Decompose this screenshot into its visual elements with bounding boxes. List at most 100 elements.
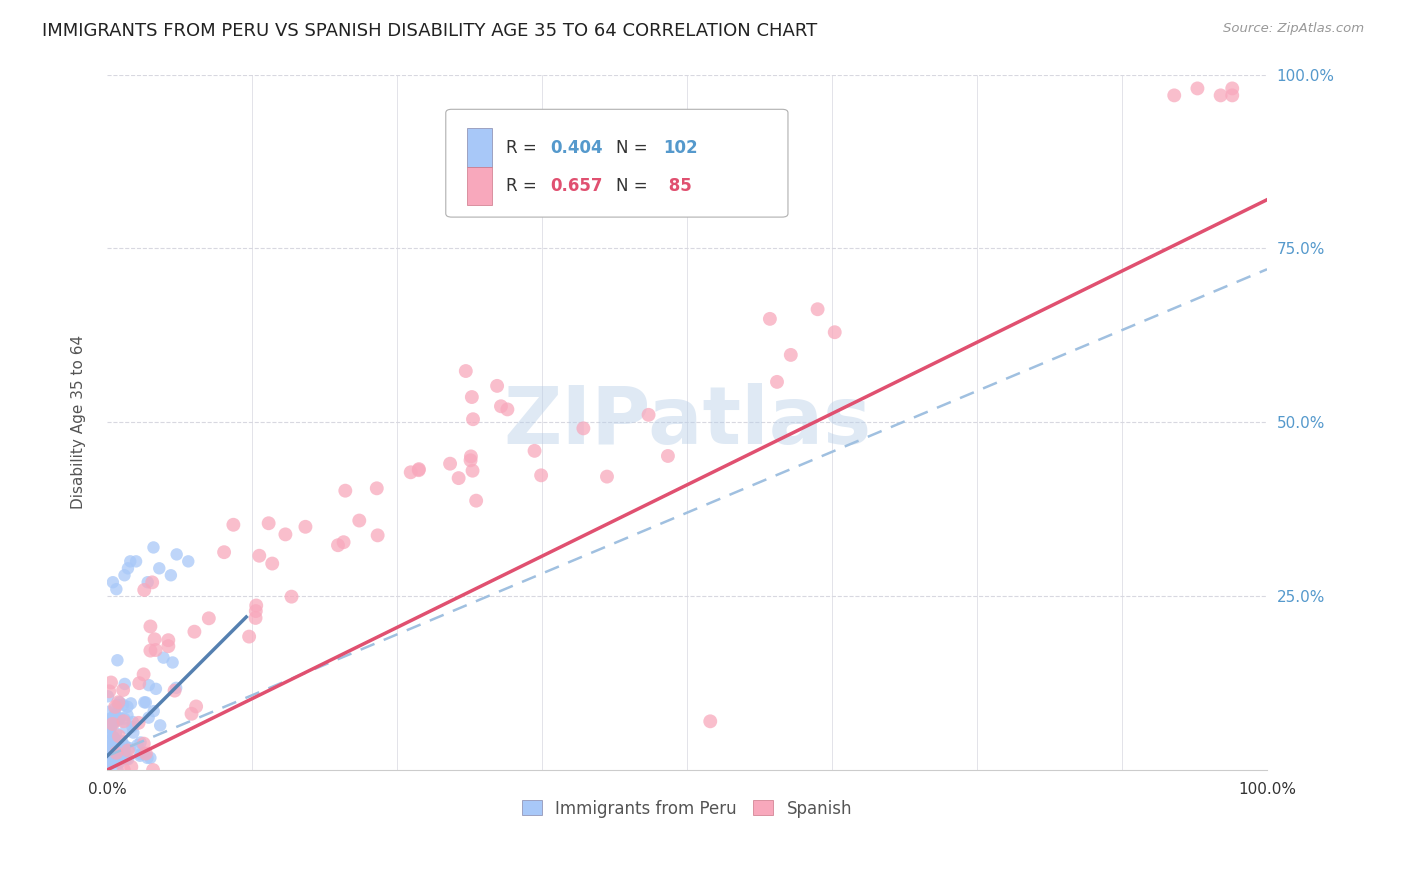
Point: [454, 364, 477, 378]
Text: 0.404: 0.404: [550, 138, 603, 156]
Y-axis label: Disability Age 35 to 64: Disability Age 35 to 64: [72, 335, 86, 509]
Point: [101, 717, 124, 731]
Point: [103, 752, 125, 766]
Point: [100, 755, 122, 769]
Point: [114, 739, 136, 753]
Point: [103, 730, 125, 744]
Point: [117, 708, 139, 723]
Point: [107, 763, 129, 777]
Point: [96, 724, 118, 739]
Point: [127, 738, 149, 752]
Point: [104, 739, 127, 753]
Point: [139, 619, 162, 633]
Point: [110, 751, 132, 765]
Point: [105, 746, 128, 760]
Text: 85: 85: [662, 177, 692, 194]
FancyBboxPatch shape: [467, 128, 492, 167]
Point: [141, 575, 163, 590]
Point: [447, 471, 470, 485]
Point: [111, 734, 134, 748]
Point: [103, 739, 125, 754]
Point: [135, 696, 157, 710]
Legend: Immigrants from Peru, Spanish: Immigrants from Peru, Spanish: [515, 793, 859, 824]
Point: [105, 582, 128, 597]
Point: [101, 738, 124, 752]
Point: [134, 695, 156, 709]
Point: [112, 683, 135, 698]
Point: [596, 469, 619, 483]
Point: [280, 590, 302, 604]
Point: [114, 568, 136, 582]
Point: [118, 741, 141, 756]
Point: [121, 720, 143, 734]
Point: [101, 716, 124, 731]
Point: [399, 465, 422, 479]
Point: [142, 541, 165, 555]
Point: [122, 714, 145, 729]
Point: [139, 643, 162, 657]
Point: [162, 656, 184, 670]
Point: [101, 712, 124, 726]
Point: [152, 650, 174, 665]
Point: [465, 493, 488, 508]
Point: [198, 611, 221, 625]
Point: [104, 726, 127, 740]
Point: [129, 748, 152, 763]
Point: [97, 735, 120, 749]
Point: [114, 677, 136, 691]
Point: [98, 754, 121, 768]
Point: [779, 348, 801, 362]
Point: [103, 702, 125, 716]
Point: [1220, 88, 1243, 103]
Text: N =: N =: [616, 138, 654, 156]
Point: [136, 751, 159, 765]
Point: [100, 711, 122, 725]
Point: [107, 695, 129, 709]
Point: [125, 554, 148, 568]
Point: [163, 683, 186, 698]
Point: [97, 744, 120, 758]
Point: [108, 756, 131, 770]
Point: [98, 726, 121, 740]
Point: [212, 545, 235, 559]
Point: [461, 464, 484, 478]
Point: [247, 549, 270, 563]
Point: [222, 517, 245, 532]
Point: [112, 712, 135, 726]
Point: [120, 697, 142, 711]
Point: [100, 721, 122, 735]
Point: [177, 554, 200, 568]
Point: [112, 714, 135, 729]
Point: [111, 751, 134, 765]
Point: [461, 412, 484, 426]
Point: [1220, 81, 1243, 95]
Point: [148, 561, 170, 575]
Point: [98, 756, 121, 770]
Point: [134, 582, 156, 597]
Point: [180, 706, 202, 721]
Point: [657, 449, 679, 463]
Point: [101, 755, 124, 769]
Point: [349, 514, 371, 528]
Point: [294, 520, 316, 534]
Point: [139, 751, 162, 765]
Point: [112, 698, 135, 712]
Point: [107, 738, 129, 752]
Point: [145, 643, 167, 657]
Point: [128, 676, 150, 690]
Point: [97, 690, 120, 704]
Point: [157, 639, 180, 653]
Point: [105, 714, 128, 728]
Point: [166, 548, 188, 562]
Point: [766, 375, 789, 389]
Point: [100, 675, 122, 690]
Point: [530, 468, 553, 483]
Point: [149, 718, 172, 732]
Text: N =: N =: [616, 177, 654, 194]
Point: [100, 745, 122, 759]
Text: R =: R =: [506, 138, 543, 156]
Point: [142, 704, 165, 718]
Point: [132, 667, 155, 681]
Point: [245, 599, 267, 613]
Point: [184, 699, 207, 714]
